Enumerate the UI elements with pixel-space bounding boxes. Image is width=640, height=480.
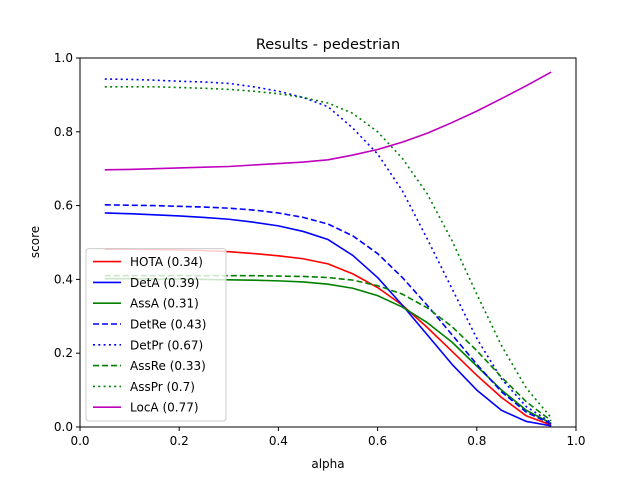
x-tick-label: 0.2 xyxy=(170,434,189,448)
y-tick-label: 0.6 xyxy=(54,199,73,213)
y-tick-label: 0.0 xyxy=(54,420,73,434)
chart-title: Results - pedestrian xyxy=(256,37,400,53)
series-line-1 xyxy=(104,212,552,427)
legend-label: LocA (0.77) xyxy=(130,401,199,415)
legend-label: AssA (0.31) xyxy=(130,297,199,311)
series-line-7 xyxy=(104,71,552,171)
legend-label: DetA (0.39) xyxy=(130,276,199,290)
y-tick-label: 0.8 xyxy=(54,125,73,139)
legend-label: AssRe (0.33) xyxy=(130,359,206,373)
series-line-3 xyxy=(104,204,552,425)
x-axis-title: alpha xyxy=(311,457,344,471)
x-tick-label: 0.8 xyxy=(467,434,486,448)
plot-frame xyxy=(79,57,577,428)
legend-box xyxy=(85,248,227,422)
y-tick-label: 0.4 xyxy=(54,272,73,286)
y-tick-label: 0.2 xyxy=(54,346,73,360)
x-tick-label: 0.4 xyxy=(269,434,288,448)
y-axis-title: score xyxy=(28,226,42,258)
x-tick-label: 0.0 xyxy=(70,434,89,448)
x-tick-label: 0.6 xyxy=(368,434,387,448)
legend-label: HOTA (0.34) xyxy=(130,255,203,269)
y-tick-label: 1.0 xyxy=(54,51,73,65)
legend: HOTA (0.34) DetA (0.39) AssA (0.31) DetRe (… xyxy=(85,248,227,422)
legend-label: DetRe (0.43) xyxy=(130,318,206,332)
x-tick-label: 1.0 xyxy=(566,434,585,448)
legend-label: DetPr (0.67) xyxy=(130,338,203,352)
series-line-4 xyxy=(104,78,552,424)
axes-layer: 0.0 0.2 0.4 0.6 0.8 1.0 0.0 0.2 0.4 0.6 0.8 1.0 xyxy=(54,51,586,448)
series-line-6 xyxy=(104,85,552,419)
legend-label: AssPr (0.7) xyxy=(130,380,195,394)
